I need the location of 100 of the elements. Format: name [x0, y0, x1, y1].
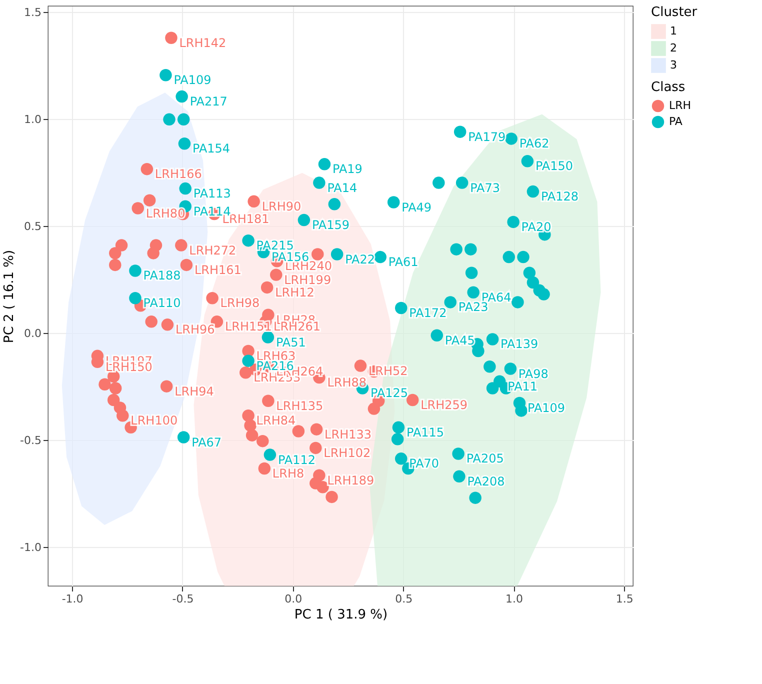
- point: [98, 378, 111, 391]
- point: [132, 202, 144, 214]
- legend-label: LRH: [669, 99, 692, 112]
- point: [240, 366, 252, 379]
- data-label: PA61: [388, 255, 418, 270]
- y-tick-label: 1.0: [24, 112, 42, 126]
- point: [206, 292, 218, 304]
- y-tick-label: 0.0: [24, 326, 42, 340]
- legend-label: 1: [670, 24, 677, 38]
- data-label: PA20: [521, 220, 552, 234]
- data-label: LRH135: [276, 398, 324, 413]
- data-label: LRH259: [420, 398, 468, 412]
- data-label: PA70: [409, 456, 440, 471]
- data-label: PA215: [256, 238, 294, 253]
- point: [180, 258, 193, 272]
- data-label: LRH142: [179, 36, 226, 50]
- x-tick-label: 1.5: [616, 592, 634, 606]
- x-tick-label: -1.0: [62, 592, 84, 606]
- data-label: PA139: [500, 337, 538, 352]
- x-tick-label: 0.5: [395, 592, 413, 606]
- data-label: PA112: [278, 452, 316, 467]
- data-label: LRH161: [194, 262, 242, 277]
- data-label: LRH8: [272, 466, 304, 480]
- data-label: PA109: [527, 401, 566, 416]
- data-label: PA62: [519, 136, 550, 151]
- data-label: PA110: [143, 296, 181, 310]
- data-label: PA115: [406, 425, 444, 440]
- data-label: PA22: [345, 252, 376, 266]
- point: [140, 162, 154, 176]
- data-label: PA205: [466, 452, 504, 466]
- legend-label: 3: [670, 58, 677, 72]
- point: [242, 344, 254, 358]
- data-label: PA150: [535, 159, 574, 174]
- legend-label: PA: [669, 115, 683, 128]
- data-label: LRH96: [175, 322, 215, 337]
- point: [143, 194, 156, 206]
- point: [256, 434, 269, 448]
- data-label: LRH94: [174, 384, 214, 398]
- point: [116, 410, 129, 422]
- y-tick-label: -0.5: [20, 434, 42, 447]
- point: [292, 425, 305, 438]
- data-label: PA109: [174, 73, 212, 88]
- point: [248, 195, 260, 208]
- data-label: LRH100: [130, 414, 178, 428]
- point: [262, 394, 274, 407]
- data-label: PA208: [467, 474, 505, 488]
- data-label: PA19: [332, 162, 362, 176]
- point: [115, 239, 128, 252]
- data-label: PA98: [518, 366, 548, 381]
- y-tick-label: -1.0: [20, 540, 42, 554]
- text: Cluster: [651, 5, 698, 20]
- data-label: LRH199: [284, 272, 332, 287]
- point: [310, 442, 322, 454]
- data-label: LRH133: [324, 427, 372, 442]
- data-label: PA154: [192, 142, 230, 156]
- point: [175, 239, 188, 252]
- point: [316, 481, 329, 494]
- data-label: PA125: [370, 386, 408, 400]
- point: [160, 380, 173, 392]
- point: [109, 382, 122, 394]
- x-tick-label: -0.5: [172, 592, 194, 606]
- point: [107, 394, 120, 406]
- legend-title: Class: [651, 80, 686, 95]
- data-label: LRH166: [154, 167, 202, 182]
- y-axis-title: PC 2 ( 16.1 %): [2, 250, 18, 344]
- point: [109, 258, 122, 272]
- data-label: PA159: [312, 218, 350, 232]
- y-tick-label: 0.5: [24, 220, 42, 233]
- data-label: LRH102: [324, 446, 371, 460]
- point: [260, 281, 274, 294]
- point: [246, 429, 258, 442]
- data-label: LRH98: [220, 296, 260, 310]
- data-label: PA128: [540, 190, 579, 204]
- data-label: PA217: [190, 94, 228, 109]
- point: [242, 410, 254, 422]
- y-tick-label: 1.5: [24, 6, 42, 19]
- data-label: LRH84: [256, 414, 296, 428]
- data-label: PA23: [458, 300, 488, 314]
- point: [147, 247, 160, 260]
- point: [258, 462, 271, 475]
- data-label: PA113: [193, 186, 231, 201]
- point: [161, 318, 174, 331]
- point: [368, 402, 380, 415]
- x-tick-label: 0.0: [284, 592, 302, 606]
- data-label: LRH90: [262, 199, 302, 214]
- x-axis-title: PC 1 ( 31.9 %): [294, 608, 388, 622]
- point: [326, 490, 338, 504]
- point: [354, 360, 367, 372]
- data-label: LRH272: [189, 243, 236, 258]
- data-label: PA67: [192, 435, 222, 450]
- data-label: PA49: [402, 200, 432, 214]
- data-label: PA172: [409, 306, 447, 320]
- data-label: LRH12: [275, 285, 314, 300]
- point: [270, 268, 282, 281]
- data-label: PA188: [143, 268, 181, 283]
- data-label: PA73: [470, 180, 500, 195]
- point: [109, 247, 122, 260]
- point: [165, 32, 178, 44]
- point: [145, 316, 158, 328]
- point: [310, 423, 323, 436]
